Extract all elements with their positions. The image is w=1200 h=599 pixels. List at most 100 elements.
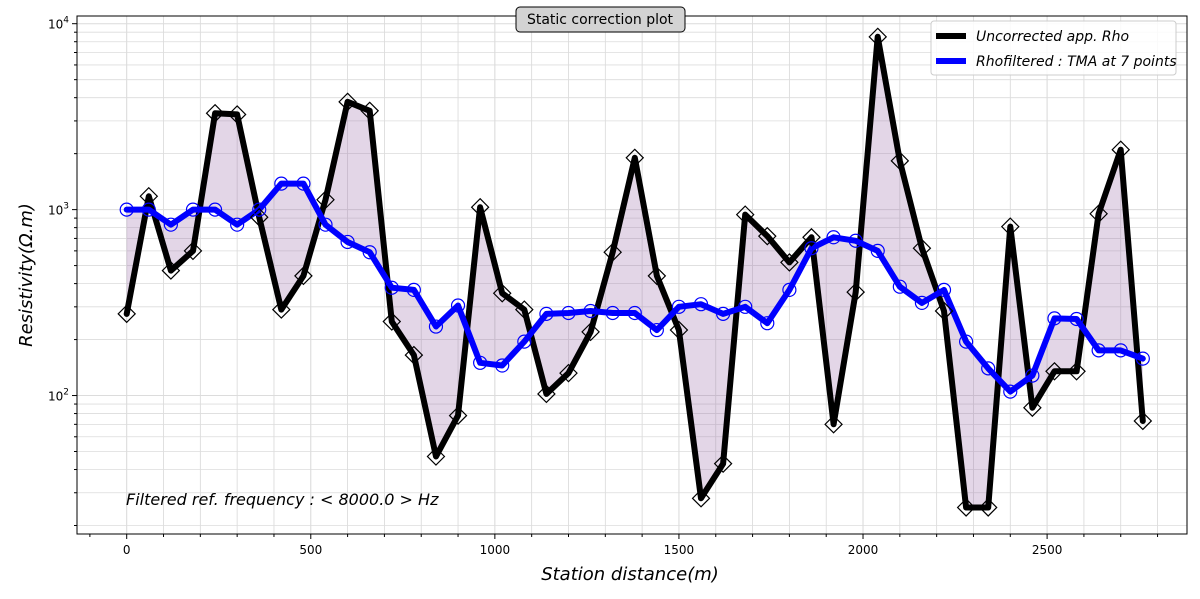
marker-uncorrected (978, 498, 998, 517)
x-tick-label: 500 (299, 543, 322, 557)
marker-uncorrected (559, 363, 578, 383)
marker-uncorrected (1000, 217, 1020, 236)
marker-uncorrected (294, 266, 313, 286)
marker-uncorrected (956, 498, 976, 517)
marker-filtered (605, 305, 620, 321)
marker-uncorrected (669, 320, 689, 340)
fill-between-region (126, 36, 1143, 508)
x-tick-label: 0 (123, 543, 131, 557)
series-lines (123, 33, 1146, 511)
legend-label-uncorrected: Uncorrected app. Rho (976, 29, 1129, 45)
marker-uncorrected (824, 414, 843, 434)
marker-uncorrected (890, 151, 910, 171)
marker-filtered (738, 299, 753, 314)
grid (77, 16, 1187, 534)
marker-filtered (473, 355, 488, 370)
marker-uncorrected (912, 238, 932, 258)
marker-filtered (539, 306, 554, 321)
marker-uncorrected (271, 300, 291, 319)
marker-filtered (119, 202, 134, 217)
marker-filtered (1135, 351, 1150, 366)
marker-filtered (1113, 343, 1128, 358)
marker-uncorrected (470, 197, 490, 217)
marker-uncorrected (139, 186, 159, 206)
chart-title: Static correction plot (527, 12, 674, 28)
marker-uncorrected (1089, 204, 1108, 224)
marker-uncorrected (227, 105, 247, 124)
marker-uncorrected (360, 101, 380, 121)
marker-uncorrected (404, 345, 424, 365)
legend: Uncorrected app. Rho Rhofiltered : TMA a… (930, 20, 1177, 76)
filter-annotation: Filtered ref. frequency : < 8000.0 > Hz (126, 490, 439, 509)
marker-uncorrected (780, 253, 799, 272)
marker-uncorrected (537, 384, 556, 404)
marker-uncorrected (713, 454, 733, 474)
marker-filtered (649, 322, 664, 338)
marker-filtered (1047, 311, 1062, 326)
marker-uncorrected (426, 447, 446, 466)
marker-uncorrected (1023, 398, 1042, 418)
marker-filtered (561, 305, 576, 321)
x-axis-label: Station distance(m) (541, 564, 719, 585)
legend-box (930, 20, 1177, 76)
marker-uncorrected (1111, 140, 1131, 160)
marker-uncorrected (338, 92, 357, 112)
marker-filtered (936, 282, 952, 297)
marker-uncorrected (1045, 361, 1064, 381)
marker-filtered (185, 202, 201, 217)
marker-uncorrected (205, 103, 225, 123)
y-axis-label: Resistivity(Ω.m) (16, 203, 37, 347)
marker-uncorrected (514, 300, 534, 319)
marker-filtered (627, 305, 642, 321)
marker-filtered (428, 319, 444, 334)
marker-filtered (782, 282, 797, 297)
marker-uncorrected (647, 266, 667, 286)
x-tick-label: 2500 (1032, 543, 1063, 557)
x-tick-label: 1000 (480, 543, 511, 557)
marker-filtered (141, 202, 156, 217)
marker-filtered (495, 358, 510, 373)
marker-filtered (981, 361, 996, 376)
marker-filtered (760, 316, 775, 331)
axis-ticks: 0 500 1000 1500 2000 2500 102 103 104 (48, 16, 1159, 557)
marker-uncorrected (1067, 361, 1086, 381)
marker-uncorrected (802, 227, 821, 247)
marker-filtered (1091, 343, 1106, 358)
marker-uncorrected (161, 261, 181, 280)
fill-between-area (126, 36, 1143, 508)
y-tick-label: 103 (48, 202, 69, 218)
marker-filtered (517, 334, 532, 349)
series-line-filtered (123, 180, 1146, 395)
marker-uncorrected (691, 488, 711, 508)
marker-uncorrected (581, 322, 600, 342)
marker-filtered (340, 234, 355, 250)
marker-uncorrected (934, 301, 954, 321)
plot-area (117, 27, 1153, 517)
marker-filtered (207, 202, 223, 217)
marker-filtered (693, 297, 709, 312)
marker-uncorrected (1133, 411, 1153, 431)
marker-uncorrected (382, 312, 402, 331)
marker-filtered (804, 241, 819, 256)
marker-filtered (296, 176, 311, 191)
marker-filtered (583, 303, 598, 319)
marker-uncorrected (625, 148, 645, 168)
marker-uncorrected (868, 27, 888, 47)
marker-uncorrected (492, 283, 512, 303)
marker-filtered (274, 176, 289, 191)
legend-label-filtered: Rhofiltered : TMA at 7 points (976, 54, 1177, 70)
marker-filtered (252, 202, 267, 217)
marker-filtered (384, 280, 399, 295)
marker-uncorrected (846, 282, 866, 302)
marker-filtered (892, 279, 907, 294)
marker-filtered (870, 243, 885, 258)
marker-filtered (826, 230, 841, 245)
marker-uncorrected (448, 406, 468, 425)
marker-filtered (450, 298, 466, 313)
marker-uncorrected (735, 205, 755, 224)
marker-filtered (671, 299, 687, 314)
marker-filtered (914, 295, 930, 310)
y-tick-label: 102 (48, 388, 69, 404)
marker-uncorrected (603, 242, 623, 262)
